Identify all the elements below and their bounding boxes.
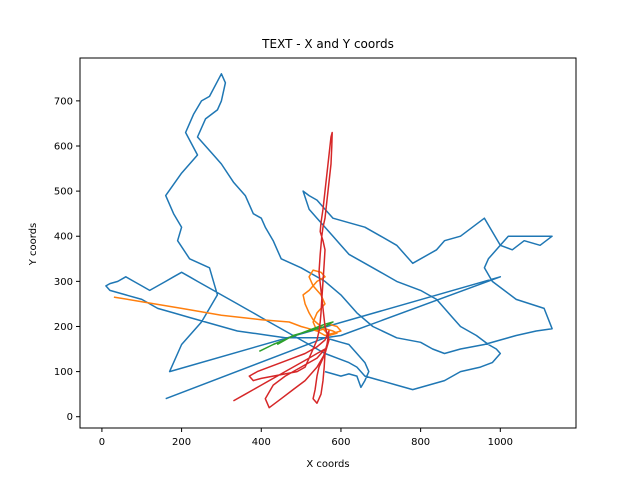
y-tick-label: 100 — [54, 367, 73, 378]
y-tick-label: 700 — [54, 96, 73, 107]
y-tick-label: 300 — [54, 277, 73, 288]
series-line-1 — [105, 73, 553, 400]
x-tick-label: 0 — [99, 437, 105, 448]
y-axis-label: Y coords — [28, 223, 39, 267]
y-tick-label: 0 — [67, 412, 73, 423]
series-line-4 — [233, 131, 333, 409]
plot-frame — [79, 57, 577, 429]
x-tick-label: 1000 — [488, 437, 513, 448]
x-tick-label: 400 — [252, 437, 271, 448]
plot-area — [105, 73, 553, 409]
x-tick-label: 200 — [172, 437, 191, 448]
x-axis-label: X coords — [306, 459, 349, 470]
series-line-2 — [113, 269, 342, 337]
y-axis: 0 100 200 300 400 500 600 700 — [54, 96, 80, 423]
y-tick-label: 400 — [54, 232, 73, 243]
x-axis: 0 200 400 600 800 1000 — [99, 428, 513, 448]
y-tick-label: 600 — [54, 141, 73, 152]
y-tick-label: 500 — [54, 187, 73, 198]
y-tick-label: 200 — [54, 322, 73, 333]
x-tick-label: 600 — [331, 437, 350, 448]
chart-title: TEXT - X and Y coords — [261, 37, 394, 51]
x-tick-label: 800 — [411, 437, 430, 448]
series-line-3 — [258, 321, 334, 352]
